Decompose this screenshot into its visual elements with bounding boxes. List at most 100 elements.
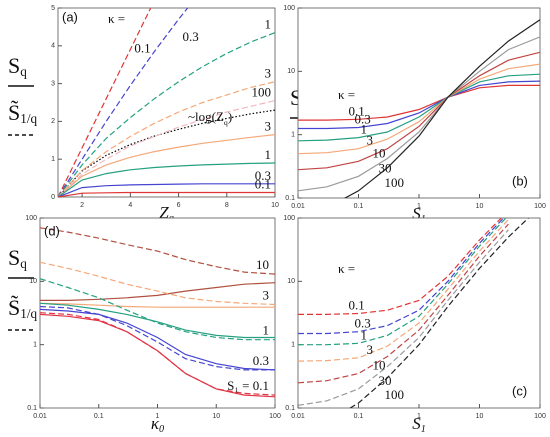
curve (343, 19, 540, 198)
curve-label: 3 (265, 119, 272, 134)
x-tick-label: 8 (225, 202, 229, 209)
x-tick-label: 4 (128, 202, 132, 209)
x-axis-label: S1 (412, 414, 426, 435)
plot-frame (297, 7, 541, 199)
x-tick-label: 100 (534, 203, 546, 210)
x-tick-label: 100 (269, 413, 281, 420)
x-tick-label: 10 (271, 202, 279, 209)
legend-solid-sub: q (20, 256, 27, 271)
y-tick-label: 1 (51, 156, 55, 163)
curve-label: 1 (361, 122, 368, 137)
curve-label: 0.3 (183, 29, 199, 44)
y-tick-label: 0.1 (285, 405, 295, 412)
curve (58, 81, 275, 197)
curve-label: S₁ = 0.1 (227, 378, 269, 393)
curve (58, 32, 275, 197)
y-tick-label: 100 (25, 215, 37, 222)
legend-dashed-sub: 1/q (20, 111, 37, 126)
curve (298, 218, 509, 362)
reference-curve (58, 109, 275, 197)
curve (298, 218, 503, 315)
curve-label: 0.1 (349, 103, 365, 118)
curve-label: 100 (252, 85, 272, 100)
legend-dashed-base: S̃ (8, 100, 20, 125)
curve-label: 3 (263, 288, 270, 303)
curve-note-sub: q (224, 118, 228, 127)
curve-label: 1 (361, 327, 368, 342)
curve-label: 100 (385, 387, 405, 402)
curve-label: 10 (373, 145, 386, 160)
curve (40, 312, 275, 396)
y-tick-label: 10 (287, 278, 295, 285)
curve (298, 73, 540, 142)
curve (298, 218, 507, 346)
curve-label: 3 (367, 342, 374, 357)
curve-label: 100 (385, 175, 405, 190)
curve (58, 100, 275, 197)
curve (298, 80, 540, 130)
curve-label: 30 (379, 160, 392, 175)
curve-label: 1 (265, 17, 272, 32)
curve-label: 1 (263, 323, 270, 338)
curve (40, 305, 275, 371)
x-tick-label: 100 (534, 413, 546, 420)
curves (40, 227, 275, 398)
x-tick-label: 6 (177, 202, 181, 209)
curve (58, 183, 275, 197)
plot-frame (39, 217, 276, 409)
curve-label: 0.1 (349, 298, 365, 313)
x-tick-label: 10 (212, 413, 220, 420)
curve (40, 261, 275, 306)
x-axis-label-base: Z (159, 203, 169, 222)
curve (40, 227, 275, 275)
curve (298, 36, 540, 192)
x-tick-label: 1 (156, 413, 160, 420)
x-tick-label: 1 (417, 203, 421, 210)
curve (58, 8, 152, 197)
x-axis-label-base: S (412, 204, 421, 223)
curves (298, 19, 540, 198)
curve-label: 1 (265, 147, 272, 162)
y-tick-label: 3 (51, 80, 55, 87)
curve-note-tail: ) (228, 109, 232, 124)
panel-label: (c) (512, 383, 527, 398)
curve-label: 0.1 (134, 41, 150, 56)
curve (40, 282, 275, 301)
annotation: κ = (108, 11, 125, 26)
curve (58, 134, 275, 197)
curve-label: 0.3 (355, 316, 371, 331)
curve-note: ~log(Zq) (188, 109, 232, 127)
curve-label: 0.3 (255, 168, 271, 183)
legend-dashed: S̃1/q (8, 295, 38, 321)
curve-label: 3 (265, 66, 272, 81)
y-tick-label: 100 (283, 5, 295, 12)
annotation: κ = (338, 261, 355, 276)
x-tick-label: 0.1 (354, 413, 364, 420)
y-tick-label: 1 (291, 132, 295, 139)
curve-note-base: ~log(Z (188, 109, 224, 124)
x-tick-label: 2 (80, 202, 84, 209)
curve (40, 308, 275, 371)
y-tick-label: 0.1 (27, 405, 37, 412)
legend-solid: Sq (8, 245, 27, 271)
curve (349, 218, 530, 408)
y-tick-label: 1 (291, 342, 295, 349)
x-tick-label: 1 (417, 413, 421, 420)
x-tick-label: 0.1 (354, 203, 364, 210)
y-tick-label: 2 (51, 118, 55, 125)
legend-dashed: S̃1/q (8, 100, 38, 126)
x-tick-label: 0.01 (291, 413, 305, 420)
x-tick-label: 10 (476, 413, 484, 420)
curve-label: 0.1 (255, 176, 271, 191)
legend-solid: Sq (8, 53, 27, 79)
legend-dashed-base: S̃ (8, 295, 20, 320)
legend-dashed-sub: 1/q (20, 306, 37, 321)
x-axis-label-sub: 1 (421, 424, 426, 435)
y-tick-label: 0.1 (285, 195, 295, 202)
curve (58, 191, 275, 197)
curve (298, 229, 509, 406)
x-axis-label-sub: 0 (159, 424, 164, 435)
legend-solid-base: S (8, 245, 20, 270)
curve-label: 0.3 (253, 353, 269, 368)
